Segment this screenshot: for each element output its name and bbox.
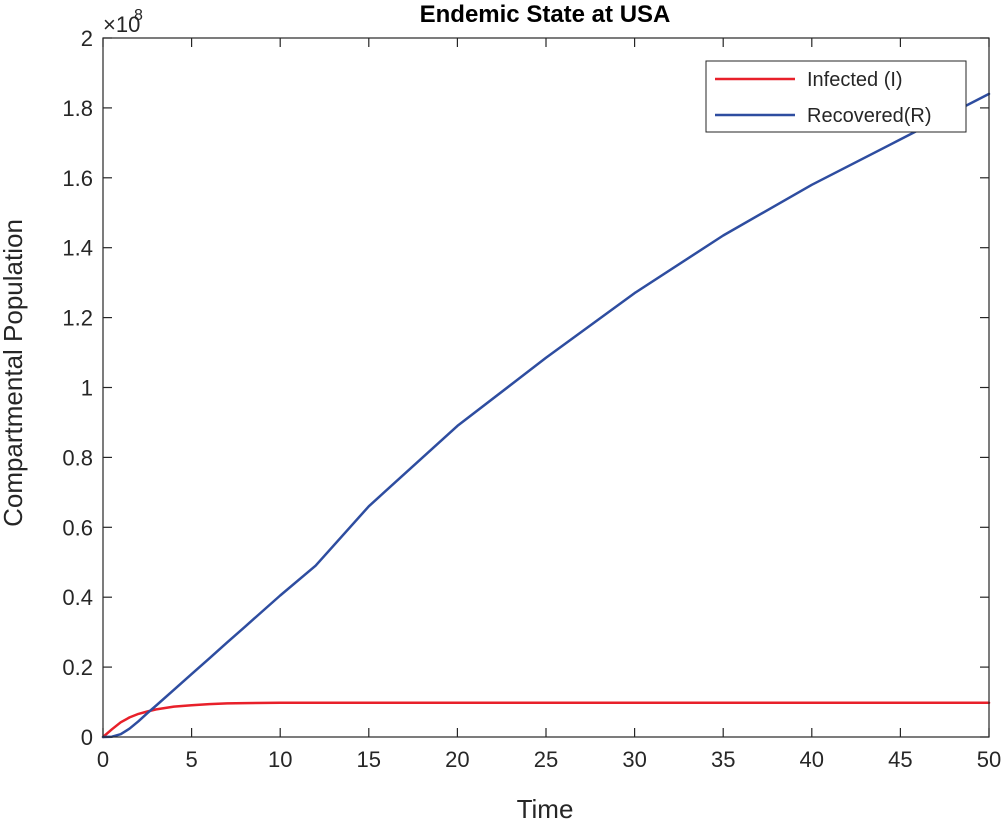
axes-box <box>102 37 990 738</box>
x-tick-label: 0 <box>97 747 109 772</box>
x-tick-label: 30 <box>622 747 646 772</box>
x-tick-label: 40 <box>800 747 824 772</box>
x-tick-label: 25 <box>534 747 558 772</box>
y-tick-label: 1.4 <box>62 236 93 261</box>
legend-label-infected: Infected (I) <box>807 69 903 91</box>
x-tick-label: 10 <box>268 747 292 772</box>
y-axis-exponent: ×10 8 <box>103 7 143 37</box>
legend-box <box>705 60 967 133</box>
y-tick-label: 0.4 <box>62 585 93 610</box>
x-tick-label: 20 <box>445 747 469 772</box>
y-tick-label: 2 <box>81 26 93 51</box>
x-axis-label: Time <box>517 794 574 824</box>
y-tick-label: 1.2 <box>62 306 93 331</box>
y-tick-label: 0.6 <box>62 515 93 540</box>
x-tick-label: 45 <box>888 747 912 772</box>
series-line-infected <box>101 701 991 739</box>
axis-ticks: 0 5 10 15 20 25 30 35 40 45 50 0 0.2 0.4 0.6 0.8 1 1.2 1.4… <box>62 26 1001 772</box>
legend: Infected (I) Recovered(R) <box>705 60 967 133</box>
y-axis-label: Compartmental Population <box>0 219 28 527</box>
y-tick-label: 1.6 <box>62 166 93 191</box>
legend-label-recovered: Recovered(R) <box>807 105 931 127</box>
y-tick-label: 0.8 <box>62 445 93 470</box>
x-tick-label: 15 <box>357 747 381 772</box>
chart-title: Endemic State at USA <box>420 1 671 28</box>
y-tick-label: 0 <box>81 725 93 750</box>
y-tick-label: 1.8 <box>62 96 93 121</box>
y-tick-label: 1 <box>81 376 93 401</box>
y-exponent-base: ×10 <box>103 12 140 37</box>
series-lines <box>101 92 991 739</box>
series-line-recovered <box>101 92 991 739</box>
y-tick-label: 0.2 <box>62 655 93 680</box>
x-tick-label: 35 <box>711 747 735 772</box>
x-tick-label: 50 <box>977 747 1001 772</box>
y-exponent-power: 8 <box>134 7 143 24</box>
x-tick-label: 5 <box>185 747 197 772</box>
